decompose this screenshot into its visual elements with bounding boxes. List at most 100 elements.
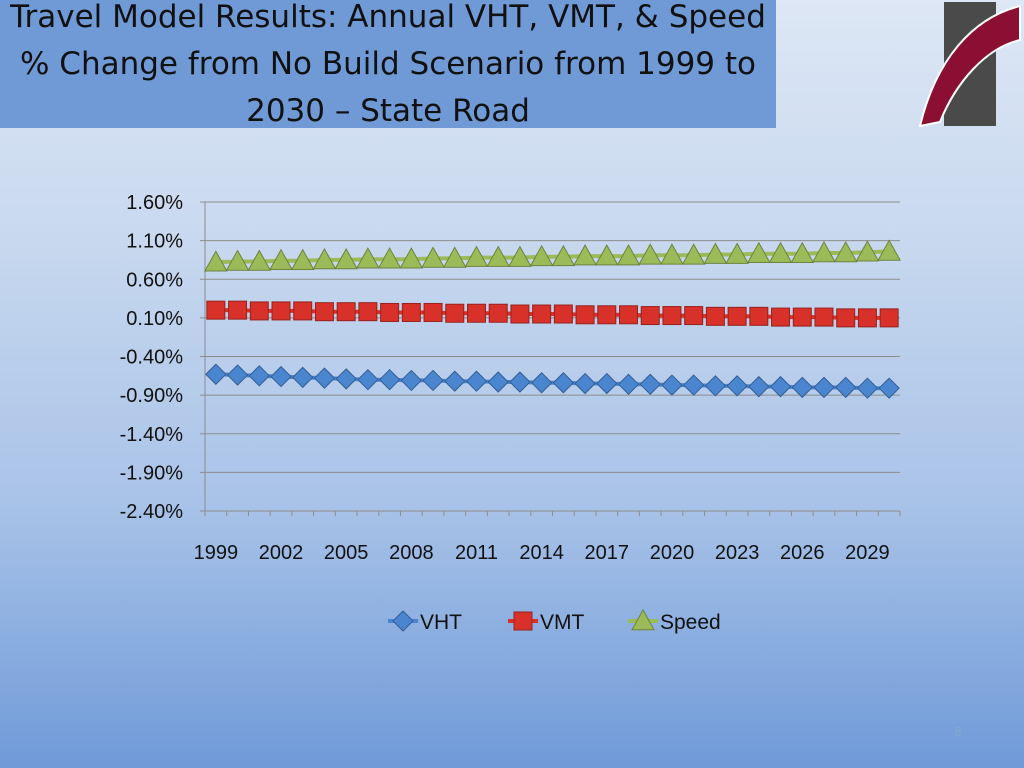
data-point-vmt (423, 302, 443, 322)
series-vht (205, 363, 900, 399)
data-point-speed (703, 242, 728, 264)
data-point-vmt (488, 303, 508, 323)
data-point-vmt (814, 307, 834, 327)
data-point-vht (465, 370, 488, 392)
x-tick-label: 2029 (845, 542, 890, 564)
x-tick-label: 2023 (715, 542, 760, 564)
data-point-speed (573, 244, 597, 266)
y-axis-ticks: 1.60% 1.10% 0.60% 0.10% -0.40% -0.90% -1.40% -1… (120, 192, 184, 523)
data-point-vht (856, 377, 879, 399)
axes (200, 201, 901, 516)
data-point-speed (725, 242, 749, 264)
y-tick-label: -0.40% (120, 347, 184, 369)
data-point-vht (791, 376, 813, 399)
legend-marker-vmt (513, 611, 533, 631)
x-axis-ticks: 1999 2002 2005 2008 2011 2014 2017 2020 2023 2026… (194, 542, 890, 564)
data-point-vmt (640, 306, 660, 326)
data-point-speed (225, 249, 250, 271)
data-point-vht (292, 366, 314, 389)
data-point-vht (422, 369, 444, 392)
x-tick-label: 2002 (259, 542, 304, 564)
legend: VHT VMT Speed (388, 608, 721, 634)
data-point-vht (357, 368, 379, 391)
data-point-vmt (836, 308, 856, 328)
y-tick-label: 1.10% (126, 231, 183, 253)
data-point-vmt (358, 302, 378, 322)
legend-item-speed: Speed (628, 608, 721, 634)
x-tick-label: 2011 (455, 542, 498, 564)
data-point-speed (356, 247, 380, 269)
data-point-speed (247, 249, 272, 271)
data-point-vht (748, 375, 770, 398)
data-point-vht (313, 367, 336, 389)
data-point-vmt (771, 307, 791, 327)
data-point-speed (442, 246, 467, 268)
slide-title: Travel Model Results: Annual VHT, VMT, &… (10, 0, 766, 129)
x-tick-label: 2020 (650, 542, 695, 564)
data-point-vht (596, 372, 618, 395)
series-speed (204, 239, 901, 272)
data-point-speed (486, 245, 511, 267)
data-point-vmt (575, 305, 595, 325)
data-point-vmt (206, 300, 226, 320)
data-point-vht (530, 372, 553, 394)
y-tick-label: 1.60% (126, 192, 183, 214)
x-tick-label: 2017 (585, 542, 630, 564)
legend-label-vht: VHT (420, 611, 462, 634)
logo-red-swoosh (918, 4, 1021, 128)
data-point-vmt (727, 306, 747, 326)
data-point-speed (768, 241, 793, 264)
data-point-speed (529, 244, 554, 267)
data-point-vmt (619, 305, 639, 325)
data-point-vmt (684, 306, 704, 326)
data-point-vht (248, 365, 271, 387)
data-point-vht (834, 376, 857, 399)
data-point-vmt (879, 308, 899, 328)
data-point-speed (551, 244, 576, 267)
data-point-vht (205, 363, 227, 385)
data-point-vmt (401, 302, 421, 322)
x-tick-label: 2005 (324, 542, 369, 564)
y-tick-label: -1.90% (120, 462, 184, 484)
data-point-vht (661, 374, 683, 396)
data-point-speed (421, 246, 445, 268)
data-point-vmt (249, 301, 269, 321)
data-point-vmt (336, 302, 356, 322)
data-point-vht (682, 374, 705, 396)
data-point-vmt (293, 301, 313, 321)
x-tick-label: 2026 (780, 542, 825, 564)
data-point-vht (378, 368, 401, 391)
data-point-speed (746, 241, 771, 264)
data-point-speed (508, 245, 532, 267)
data-point-speed (464, 245, 489, 267)
data-point-vmt (445, 303, 465, 323)
gridlines (205, 201, 900, 512)
x-tick-label: 2008 (389, 542, 434, 564)
data-point-vht (639, 373, 661, 396)
data-point-vmt (510, 304, 530, 324)
data-point-vht (509, 371, 531, 393)
data-point-speed (616, 244, 641, 266)
data-point-vmt (857, 308, 877, 328)
y-tick-label: -0.90% (120, 385, 184, 407)
data-point-vht (444, 370, 466, 392)
data-point-vht (487, 371, 509, 393)
data-point-speed (594, 244, 619, 266)
legend-marker-speed (631, 608, 655, 631)
data-point-vmt (380, 302, 400, 322)
data-point-vht (226, 364, 249, 386)
legend-label-vmt: VMT (540, 611, 585, 634)
data-point-vht (704, 375, 727, 397)
data-point-speed (877, 239, 901, 261)
data-point-speed (204, 250, 228, 272)
data-point-speed (855, 240, 880, 262)
legend-item-vht: VHT (388, 610, 462, 634)
legend-marker-vht (392, 610, 414, 632)
data-point-vmt (705, 306, 725, 326)
data-point-vht (769, 375, 792, 398)
data-point-vmt (553, 304, 573, 324)
x-tick-label: 1999 (194, 542, 239, 564)
x-tick-label: 2014 (519, 542, 564, 564)
data-point-speed (790, 241, 815, 264)
